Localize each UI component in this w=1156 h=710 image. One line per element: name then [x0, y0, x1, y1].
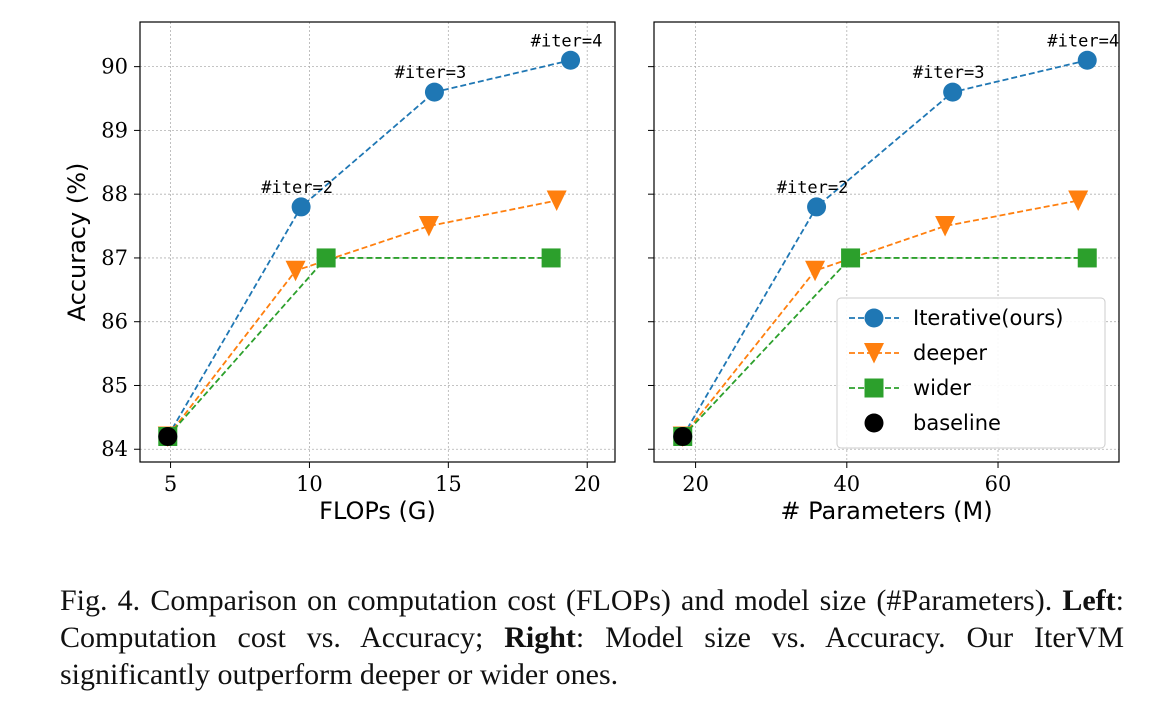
legend-label: wider	[913, 376, 971, 400]
legend-marker	[864, 378, 884, 398]
x-tick-label: 20	[574, 472, 601, 496]
data-point	[1068, 190, 1089, 212]
iteration-annotation: #iter=2	[777, 178, 849, 198]
data-point	[935, 216, 956, 237]
x-tick-label: 15	[435, 472, 462, 496]
legend-label: Iterative(ours)	[913, 306, 1063, 330]
figure-caption: Fig. 4. Comparison on computation cost (…	[60, 582, 1124, 693]
iteration-annotation: #iter=2	[261, 178, 333, 198]
y-tick-label: 90	[101, 55, 128, 79]
series-line	[682, 199, 1079, 438]
caption-right-label: Right	[504, 621, 576, 654]
x-axis-label: FLOPs (G)	[319, 497, 436, 525]
series-iterative	[673, 50, 1097, 446]
data-point	[943, 82, 963, 102]
series-line	[167, 199, 557, 438]
y-tick-label: 84	[101, 437, 128, 461]
legend-marker	[864, 343, 884, 364]
comparison-figure: 5 10 15 20 84 85 86 87 88 89 90 FLOPs (G) Accuracy (…	[63, 21, 1120, 525]
chart-right: 20 40 60# Parameters (M) #iter=2 #iter=3 #ite…	[648, 21, 1120, 525]
data-point	[291, 197, 311, 217]
iteration-annotation: #iter=3	[913, 63, 985, 83]
series-deeper	[157, 190, 567, 447]
legend: Iterative(ours) deeper wider baseline	[836, 297, 1106, 449]
x-tick-label: 40	[833, 472, 860, 496]
legend-label: baseline	[913, 411, 1001, 435]
caption-left-label: Left	[1062, 584, 1116, 617]
data-point	[424, 82, 444, 102]
plot-frame	[653, 21, 1120, 463]
legend-box	[836, 297, 1106, 449]
x-tick-label: 20	[682, 472, 709, 496]
data-point	[841, 248, 861, 268]
caption-left-text: : Computation cost vs. Accuracy;	[60, 584, 1124, 654]
x-tick-label: 5	[164, 472, 177, 496]
legend-item: Iterative(ours)	[849, 306, 1063, 330]
x-tick-label: 10	[296, 472, 323, 496]
series-line	[166, 59, 571, 437]
series-baseline	[158, 426, 178, 446]
data-point	[316, 248, 336, 268]
data-point	[673, 426, 693, 446]
series-line	[167, 257, 552, 438]
data-point	[541, 248, 561, 268]
data-point	[158, 426, 178, 446]
data-point	[546, 190, 567, 212]
caption-prefix: Fig. 4. Comparison on computation cost (…	[60, 584, 1063, 617]
x-tick-label: 60	[985, 472, 1012, 496]
iteration-annotation: #iter=4	[531, 31, 603, 51]
data-point	[805, 260, 826, 282]
data-point	[807, 197, 827, 217]
y-tick-label: 85	[101, 373, 128, 397]
chart-left: 5 10 15 20 84 85 86 87 88 89 90 FLOPs (G) Accuracy (…	[63, 21, 616, 525]
y-tick-label: 86	[101, 310, 128, 334]
legend-item: deeper	[849, 341, 987, 365]
series-baseline	[673, 426, 693, 446]
data-point	[285, 260, 306, 282]
data-point	[418, 216, 439, 237]
iteration-annotation: #iter=3	[395, 63, 467, 83]
legend-marker	[864, 308, 884, 328]
data-point	[561, 50, 581, 70]
legend-item: baseline	[864, 411, 1001, 435]
iteration-annotation: #iter=4	[1047, 31, 1119, 51]
data-point	[1077, 248, 1097, 268]
caption-right-text: : Model size vs. Accuracy. Our IterVM si…	[60, 621, 1124, 691]
legend-item: wider	[849, 376, 971, 400]
y-tick-label: 87	[101, 246, 128, 270]
legend-label: deeper	[913, 341, 987, 365]
y-axis-label: Accuracy (%)	[63, 163, 91, 322]
series-line	[681, 59, 1088, 437]
y-tick-label: 88	[101, 182, 128, 206]
y-tick-label: 89	[101, 118, 128, 142]
data-point	[1077, 50, 1097, 70]
legend-marker	[864, 413, 884, 433]
x-axis-label: # Parameters (M)	[780, 497, 992, 525]
series-iterative	[158, 50, 581, 446]
plot-frame	[139, 21, 616, 463]
